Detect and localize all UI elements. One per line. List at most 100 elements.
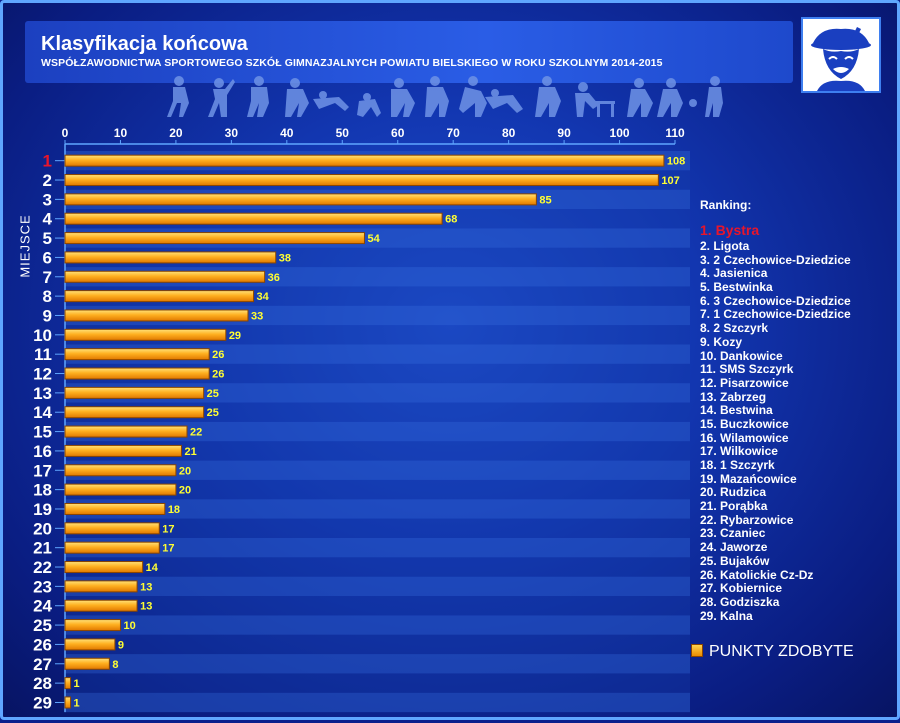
x-tick-label: 100 [610,126,630,140]
legend-label: PUNKTY ZDOBYTE [709,643,854,660]
data-label: 38 [279,252,291,264]
ranking-item: 7. 1 Czechowice-Dziedzice [700,307,851,322]
y-tick-label: 16 [33,442,52,461]
bar [64,328,227,341]
ranking-item: 1. Bystra [700,222,760,238]
ranking-item: 3. 2 Czechowice-Dziedzice [700,252,851,267]
portrait-logo-icon [801,17,881,93]
x-tick-label: 60 [391,126,405,140]
ranking-item: 13. Zabrzeg [700,389,767,404]
ranking-item: 4. Jasienica [700,266,768,281]
data-label: 10 [123,620,135,632]
bar [64,502,166,515]
y-tick-label: 24 [33,597,52,616]
ranking-item: 29. Kalna [700,608,753,623]
row-band [65,673,690,693]
bar [64,483,177,496]
y-tick-label: 14 [33,403,52,422]
bar [64,599,138,612]
ranking-item: 24. Jaworze [700,540,768,555]
bar [64,309,249,322]
row-band [65,654,690,674]
row-band [65,441,690,461]
y-tick-label: 10 [33,326,52,345]
ranking-item: 28. Godziszka [700,594,780,609]
athlete-silhouettes-icon [163,73,733,119]
data-label: 20 [179,465,191,477]
header-banner: Klasyfikacja końcowa WSPÓŁZAWODNICTWA SP… [25,21,793,83]
bar [64,522,160,535]
chart-subtitle: WSPÓŁZAWODNICTWA SPORTOWEGO SZKÓŁ GIMNAZ… [41,57,663,69]
data-label: 9 [118,639,124,651]
y-tick-label: 25 [33,616,52,635]
data-label: 22 [190,427,202,439]
bar [64,386,205,399]
x-tick-label: 0 [62,126,69,140]
ranking-item: 23. Czaniec [700,526,766,541]
x-tick-label: 30 [225,126,239,140]
data-label: 1 [74,678,80,690]
data-label: 14 [146,562,159,574]
bar [64,580,138,593]
data-label: 26 [212,349,224,361]
y-tick-label: 20 [33,519,52,538]
y-tick-label: 7 [43,268,52,287]
data-label: 13 [140,601,152,613]
bar [64,657,110,670]
data-label: 25 [207,407,219,419]
x-tick-label: 80 [502,126,516,140]
bar [64,367,210,380]
bar [64,174,659,187]
y-tick-label: 3 [43,190,52,209]
data-label: 54 [367,233,380,245]
bar [64,251,277,264]
y-tick-label: 12 [33,365,52,384]
bar [64,677,72,690]
row-band [65,692,690,713]
row-band [65,344,690,364]
y-tick-label: 1 [43,152,52,171]
data-label: 33 [251,310,263,322]
row-band [65,402,690,422]
ranking-item: 27. Kobiernice [700,581,783,596]
bar [64,290,255,303]
ranking-item: 9. Kozy [700,334,743,349]
y-tick-label: 28 [33,674,52,693]
ranking-item: 12. Pisarzowice [700,375,789,390]
y-tick-label: 22 [33,558,52,577]
ranking-item: 11. SMS Szczyrk [700,362,794,377]
y-tick-label: 13 [33,384,52,403]
ranking-item: 22. Rybarzowice [700,512,794,527]
ranking-item: 26. Katolickie Cz-Dz [700,567,814,582]
row-band [65,383,690,403]
y-tick-label: 21 [33,539,52,558]
bar [64,425,188,438]
data-label: 8 [112,659,118,671]
ranking-item: 6. 3 Czechowice-Dziedzice [700,293,851,308]
data-label: 17 [162,523,174,535]
data-label: 21 [184,446,196,458]
ranking-item: 18. 1 Szczyrk [700,458,775,472]
data-label: 68 [445,214,457,226]
data-label: 107 [661,175,679,187]
bar [64,464,177,477]
y-tick-label: 2 [43,171,52,190]
ranking-item: 2. Ligota [700,239,750,253]
bar [64,348,210,361]
x-tick-label: 70 [447,126,461,140]
ranking-item: 15. Buczkowice [700,416,789,431]
data-label: 36 [268,272,280,284]
y-tick-label: 26 [33,635,52,654]
bar [64,193,537,206]
y-tick-label: 6 [43,248,52,267]
row-band [65,596,690,616]
x-tick-label: 110 [665,126,685,140]
row-band [65,576,690,597]
y-tick-label: 5 [43,229,52,248]
data-label: 34 [257,291,270,303]
row-band [65,518,690,538]
x-tick-label: 50 [336,126,350,140]
bar [64,638,116,651]
x-tick-label: 90 [557,126,571,140]
